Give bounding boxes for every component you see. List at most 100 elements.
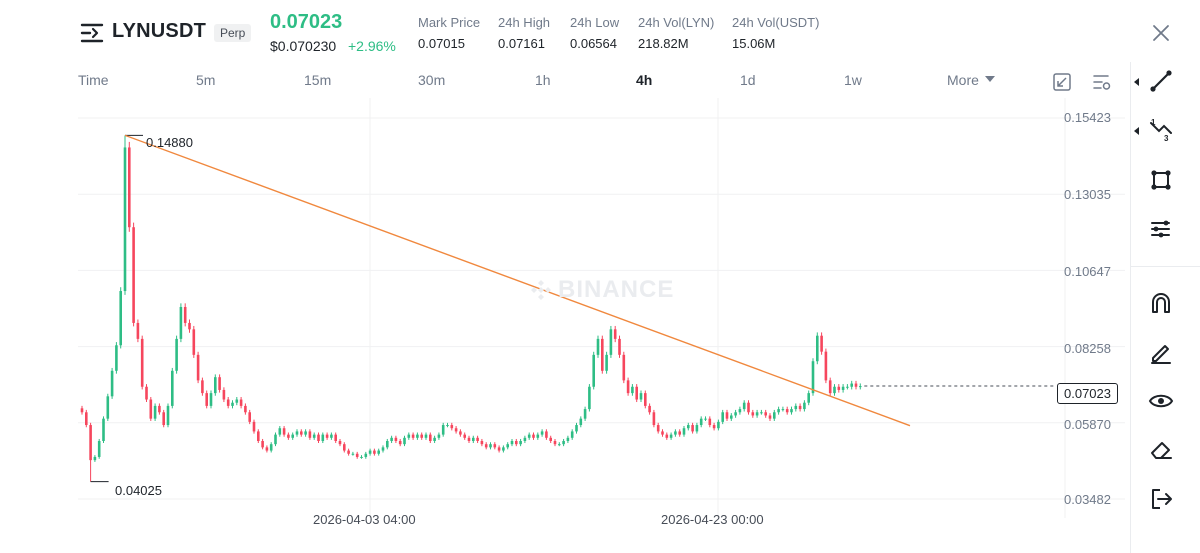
stat-mark-price: Mark Price 0.07015 xyxy=(418,15,480,51)
stat-24h-vol-usdt: 24h Vol(USDT) 15.06M xyxy=(732,15,819,51)
candle-body xyxy=(519,440,522,445)
pencil-icon[interactable] xyxy=(1148,339,1174,365)
candle-body xyxy=(742,402,746,410)
candle-body xyxy=(510,440,514,445)
candle-body xyxy=(355,453,359,457)
candle-body xyxy=(110,370,114,397)
candle-body xyxy=(257,431,260,441)
candle-body xyxy=(618,338,621,355)
candle-body xyxy=(837,386,841,390)
candle-body xyxy=(816,335,819,362)
symbol-name[interactable]: LYNUSDT xyxy=(112,20,207,42)
tab-5m[interactable]: 5m xyxy=(196,72,216,88)
candle-body xyxy=(282,428,286,435)
time-tick: 2026-04-23 00:00 xyxy=(661,512,764,527)
candle-body xyxy=(811,361,815,394)
exit-icon[interactable] xyxy=(1148,486,1174,512)
candle-body xyxy=(648,405,651,413)
candle-body xyxy=(570,431,574,438)
price-chart[interactable] xyxy=(78,98,1125,518)
candle-body xyxy=(699,418,703,426)
candle-body xyxy=(291,434,294,438)
candle-body xyxy=(549,437,552,441)
candle-body xyxy=(394,437,398,441)
candle-body xyxy=(652,412,656,426)
candle-body xyxy=(364,453,368,457)
eye-icon[interactable] xyxy=(1148,388,1174,414)
expand-arrow-icon[interactable] xyxy=(1134,78,1139,86)
candle-body xyxy=(721,412,724,422)
tab-4h[interactable]: 4h xyxy=(636,72,653,88)
stat-label: Mark Price xyxy=(418,15,481,30)
trendline-tool-icon[interactable] xyxy=(1148,68,1174,94)
candle-body xyxy=(360,456,363,458)
chart-settings-icon[interactable] xyxy=(1092,72,1112,92)
parallel-channel-tool-icon[interactable] xyxy=(1148,216,1174,242)
candle-body xyxy=(239,399,243,406)
candle-body xyxy=(644,393,647,406)
candle-body xyxy=(381,447,385,451)
toolbar-divider xyxy=(1131,266,1200,267)
candle-body xyxy=(540,431,544,435)
candle-body xyxy=(803,402,806,410)
chevron-down-icon[interactable] xyxy=(985,76,995,82)
rectangle-tool-icon[interactable] xyxy=(1148,167,1174,193)
candle-body xyxy=(545,431,548,438)
tab-1d[interactable]: 1d xyxy=(740,72,756,88)
price-tick: 0.15423 xyxy=(1064,110,1111,125)
tab-15m[interactable]: 15m xyxy=(304,72,332,88)
magnet-icon[interactable] xyxy=(1148,290,1174,316)
close-icon[interactable] xyxy=(1150,22,1172,44)
candle-body xyxy=(308,431,312,438)
binance-logo-icon xyxy=(531,280,551,300)
stat-value: 15.06M xyxy=(732,36,776,51)
candle-body xyxy=(596,338,600,355)
tab-30m[interactable]: 30m xyxy=(418,72,446,88)
eraser-icon[interactable] xyxy=(1148,437,1174,463)
candle-body xyxy=(196,354,200,381)
candle-body xyxy=(639,393,643,400)
expand-arrow-icon[interactable] xyxy=(1134,127,1139,135)
candle-body xyxy=(222,389,226,400)
candle-body xyxy=(420,434,423,438)
svg-text:3: 3 xyxy=(1164,134,1169,143)
chart-grid xyxy=(78,98,1125,518)
candle-body xyxy=(794,405,798,410)
tab-1h[interactable]: 1h xyxy=(535,72,551,88)
price-tick: 0.13035 xyxy=(1064,187,1111,202)
candle-body xyxy=(132,227,135,323)
candle-body xyxy=(592,354,595,387)
candle-body xyxy=(764,412,767,416)
candle-body xyxy=(527,434,531,438)
price-change-percent: +2.96% xyxy=(348,38,396,54)
candle-body xyxy=(467,437,471,441)
fibonacci-tool-icon[interactable]: 1 3 xyxy=(1148,117,1174,143)
candle-body xyxy=(244,405,247,413)
candle-body xyxy=(768,415,772,419)
tab-time[interactable]: Time xyxy=(78,72,109,88)
candlestick-series xyxy=(80,135,862,482)
current-price-tag: 0.07023 xyxy=(1057,383,1118,404)
tab-more[interactable]: More xyxy=(947,72,979,88)
candle-body xyxy=(390,437,393,441)
candle-body xyxy=(158,405,161,413)
candle-body xyxy=(717,421,720,429)
candle-body xyxy=(343,444,346,451)
candle-body xyxy=(682,428,686,435)
candle-body xyxy=(459,431,462,435)
tab-1w[interactable]: 1w xyxy=(844,72,862,88)
candle-body xyxy=(188,322,191,330)
candle-body xyxy=(575,425,578,432)
fullscreen-icon[interactable] xyxy=(1052,72,1072,92)
drawing-toolbar xyxy=(1130,62,1200,553)
last-price: 0.07023 xyxy=(270,11,343,33)
trendline xyxy=(124,134,911,427)
menu-icon[interactable] xyxy=(80,22,104,44)
candle-body xyxy=(179,306,183,339)
candle-body xyxy=(295,431,299,435)
candle-body xyxy=(89,425,92,461)
candle-body xyxy=(747,402,750,413)
candle-body xyxy=(566,437,570,441)
candle-body xyxy=(433,437,436,441)
candle-body xyxy=(102,418,105,441)
